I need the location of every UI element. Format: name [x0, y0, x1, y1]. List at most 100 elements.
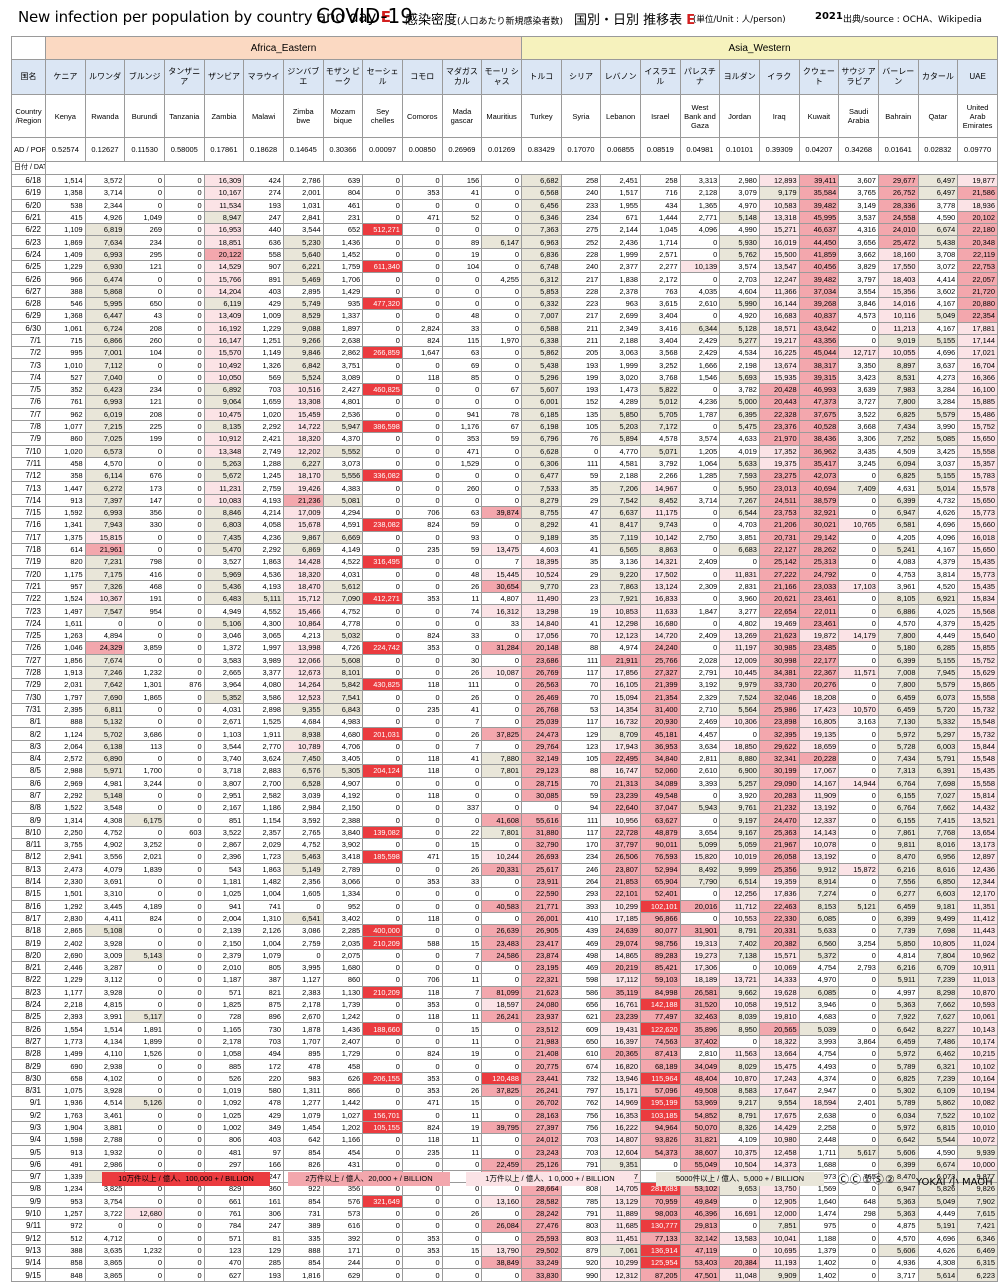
value-cell: 22,459	[481, 1157, 522, 1172]
value-cell: 0	[481, 223, 522, 237]
value-cell: 12,523	[282, 690, 324, 704]
value-cell: 429	[243, 1108, 284, 1122]
value-cell: 5,728	[877, 739, 919, 753]
value-cell: 33	[441, 628, 483, 643]
value-cell: 1,311	[282, 1083, 324, 1098]
value-cell: 1,856	[45, 653, 86, 667]
value-cell: 0	[124, 272, 165, 286]
value-cell: 0	[124, 960, 165, 975]
value-cell: 1,723	[243, 850, 284, 864]
value-cell: 23,937	[520, 1010, 562, 1024]
value-cell: 2,409	[679, 555, 721, 569]
value-cell: 15,171	[600, 1083, 641, 1098]
value-cell: 10,911	[957, 960, 998, 975]
value-cell: 4,449	[917, 628, 959, 643]
table-row: 8/5 2,988 5,971 1,700 0 3,718 2,883 6,576 5,305 2…	[11, 764, 998, 778]
value-cell: 1,707	[282, 1034, 324, 1049]
value-cell: 5,180	[877, 641, 919, 655]
value-cell: 4,703	[719, 518, 760, 532]
value-cell: 558	[243, 247, 284, 262]
table-row: 8/25 2,393 3,991 5,117 0 728 896 2,670 1,242 0 118…	[11, 1010, 998, 1024]
value-cell: 7,138	[719, 948, 760, 963]
value-cell: 297	[203, 1157, 245, 1172]
value-cell: 526	[203, 1071, 245, 1085]
value-cell: 0	[362, 272, 403, 286]
value-cell: 2,862	[322, 346, 364, 360]
value-cell: 14,333	[758, 973, 800, 987]
value-cell: 349	[243, 1120, 284, 1135]
value-cell: 430,825	[362, 678, 403, 692]
value-cell: 0	[838, 751, 879, 766]
value-cell: 0	[163, 1108, 205, 1122]
value-cell: 1,372	[203, 641, 245, 655]
value-cell: 12,436	[957, 862, 998, 876]
value-cell: 24,329	[84, 641, 126, 655]
value-cell: 2,984	[282, 801, 324, 815]
value-cell: 0	[401, 1059, 443, 1073]
value-cell: 0	[124, 1231, 165, 1245]
value-cell: 41	[441, 751, 483, 766]
value-cell: 206,155	[362, 1071, 403, 1085]
value-cell: 2,765	[282, 825, 324, 840]
value-cell: 5,257	[719, 776, 760, 790]
value-cell: 5,862	[917, 1096, 959, 1110]
value-cell: 2,029	[243, 838, 284, 852]
value-cell: 1,277	[282, 1096, 324, 1110]
value-cell: 1,064	[679, 456, 721, 471]
value-cell: 6,147	[481, 235, 522, 249]
value-cell: 10,524	[520, 567, 562, 581]
value-cell: 118	[401, 985, 443, 999]
value-cell: 118	[401, 751, 443, 766]
value-cell: 6,843	[322, 702, 364, 717]
value-cell: 2,035	[322, 936, 364, 950]
table-row: 7/3 1,010 7,112 0 0 10,492 1,326 6,842 3,751 0 0 69…	[11, 358, 998, 372]
value-cell: 963	[600, 296, 641, 311]
country-name-jp: ヨルダン	[719, 59, 760, 95]
value-cell: 70	[560, 628, 602, 643]
value-cell: 18,160	[877, 247, 919, 262]
value-cell: 440	[243, 223, 284, 237]
value-cell: 895	[282, 1047, 324, 1061]
value-cell: 1,517	[600, 186, 641, 200]
value-cell: 115	[441, 333, 483, 348]
value-cell: 3,946	[798, 997, 840, 1012]
value-cell: 0	[838, 874, 879, 889]
value-cell: 0	[838, 333, 879, 348]
value-cell: 16,680	[639, 616, 681, 630]
value-cell: 730	[243, 1022, 284, 1036]
value-cell: 5,363	[877, 997, 919, 1012]
table-row: 7/12 358 6,114 676 0 5,672 1,245 18,170 5,556 336…	[11, 469, 998, 483]
table-row: 6/19 1,358 3,714 0 0 10,167 274 2,001 804 0 353 41 0…	[11, 186, 998, 200]
value-cell: 21,853	[600, 874, 641, 889]
value-cell: 25,986	[758, 702, 800, 717]
value-cell: 2,451	[600, 173, 641, 188]
value-cell: 11,366	[758, 284, 800, 298]
value-cell: 16,018	[957, 530, 998, 544]
value-cell: 32,790	[520, 838, 562, 852]
value-cell: 571	[203, 1231, 245, 1245]
value-cell: 353	[441, 432, 483, 446]
value-cell: 10,956	[600, 813, 641, 827]
value-cell: 32,149	[520, 751, 562, 766]
value-cell: 5,121	[838, 899, 879, 913]
value-cell: 353	[401, 874, 443, 889]
value-cell: 3,020	[600, 370, 641, 385]
value-cell: 13,674	[758, 358, 800, 372]
value-cell: 7,542	[600, 493, 641, 508]
value-cell: 0	[401, 247, 443, 262]
value-cell: 46,637	[798, 223, 840, 237]
value-cell: 34,089	[639, 776, 681, 790]
value-cell: 3,046	[203, 628, 245, 643]
value-cell: 2,031	[45, 678, 86, 692]
value-cell: 0	[401, 1108, 443, 1122]
population-cell: 0.17070	[560, 137, 602, 162]
value-cell: 3,989	[243, 653, 284, 667]
value-cell: 4,726	[322, 641, 364, 655]
value-cell: 0	[719, 555, 760, 569]
value-cell: 0	[163, 383, 205, 397]
value-cell: 4,680	[322, 727, 364, 741]
population-cell: 0.02832	[917, 137, 959, 162]
table-row: 8/16 1,292 3,445 4,189 0 941 741 0 952 0 0 0 40,583 2…	[11, 899, 998, 913]
value-cell: 3,306	[838, 432, 879, 446]
value-cell: 11,213	[877, 321, 919, 335]
